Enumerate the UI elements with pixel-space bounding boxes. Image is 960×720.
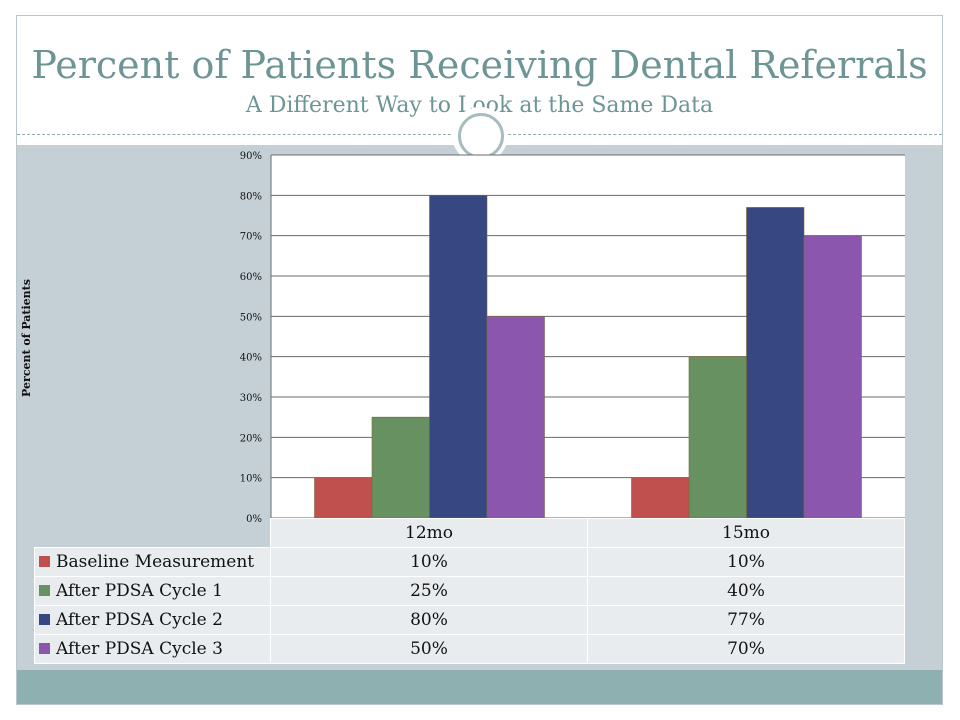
y-tick-label: 40% [240, 353, 262, 364]
y-tick-label: 60% [240, 272, 262, 283]
y-tick-label: 0% [246, 514, 262, 525]
legend-entry: After PDSA Cycle 3 [34, 634, 271, 664]
table-header-row: 12mo 15mo [35, 518, 905, 548]
y-tick-label: 30% [240, 393, 262, 404]
table-cell: 70% [587, 634, 905, 664]
table-cell: 80% [270, 605, 588, 635]
table-cell: 50% [270, 634, 588, 664]
legend-swatch-icon [39, 556, 50, 567]
table-cell: 10% [587, 547, 905, 577]
slide-subtitle: A Different Way to Look at the Same Data [245, 93, 714, 118]
y-tick-label: 20% [240, 433, 262, 444]
table-cell: 25% [270, 576, 588, 606]
table-cell: 40% [587, 576, 905, 606]
category-12mo-header: 12mo [270, 518, 588, 548]
table-cell: 10% [270, 547, 588, 577]
bar [371, 416, 430, 519]
y-tick-label: 70% [240, 232, 262, 243]
table-row: After PDSA Cycle 1 25% 40% [34, 576, 905, 606]
table-row: Baseline Measurement 10% 10% [34, 547, 905, 577]
slide-title: Percent of Patients Receiving Dental Ref… [31, 43, 928, 87]
data-table: 12mo 15mo Baseline Measurement 10% 10% Afte… [34, 518, 905, 664]
bar [746, 207, 805, 519]
category-15mo-header: 15mo [587, 518, 905, 548]
footer-band [17, 670, 942, 704]
table-row: After PDSA Cycle 2 80% 77% [34, 605, 905, 635]
legend-entry: After PDSA Cycle 2 [34, 605, 271, 635]
legend-label: After PDSA Cycle 2 [56, 610, 223, 630]
bar [486, 316, 545, 519]
y-tick-label: 10% [240, 474, 262, 485]
bar [429, 195, 488, 519]
legend-label: After PDSA Cycle 1 [56, 581, 223, 601]
slide-frame [16, 15, 943, 705]
y-tick-label: 90% [240, 151, 262, 162]
table-corner [35, 519, 271, 548]
legend-entry: Baseline Measurement [34, 547, 271, 577]
legend-swatch-icon [39, 585, 50, 596]
y-tick-label: 50% [240, 312, 262, 323]
table-row: After PDSA Cycle 3 50% 70% [34, 634, 905, 664]
bar [803, 235, 862, 519]
bar [314, 477, 373, 519]
legend-label: Baseline Measurement [56, 552, 255, 572]
legend-swatch-icon [39, 614, 50, 625]
y-axis-title: Percent of Patients [20, 279, 33, 397]
legend-entry: After PDSA Cycle 1 [34, 576, 271, 606]
circle-ornament-icon [452, 107, 508, 163]
bar [631, 477, 690, 519]
y-tick-label: 80% [240, 191, 262, 202]
bar [688, 356, 747, 519]
legend-label: After PDSA Cycle 3 [56, 639, 223, 659]
table-cell: 77% [587, 605, 905, 635]
legend-swatch-icon [39, 643, 50, 654]
